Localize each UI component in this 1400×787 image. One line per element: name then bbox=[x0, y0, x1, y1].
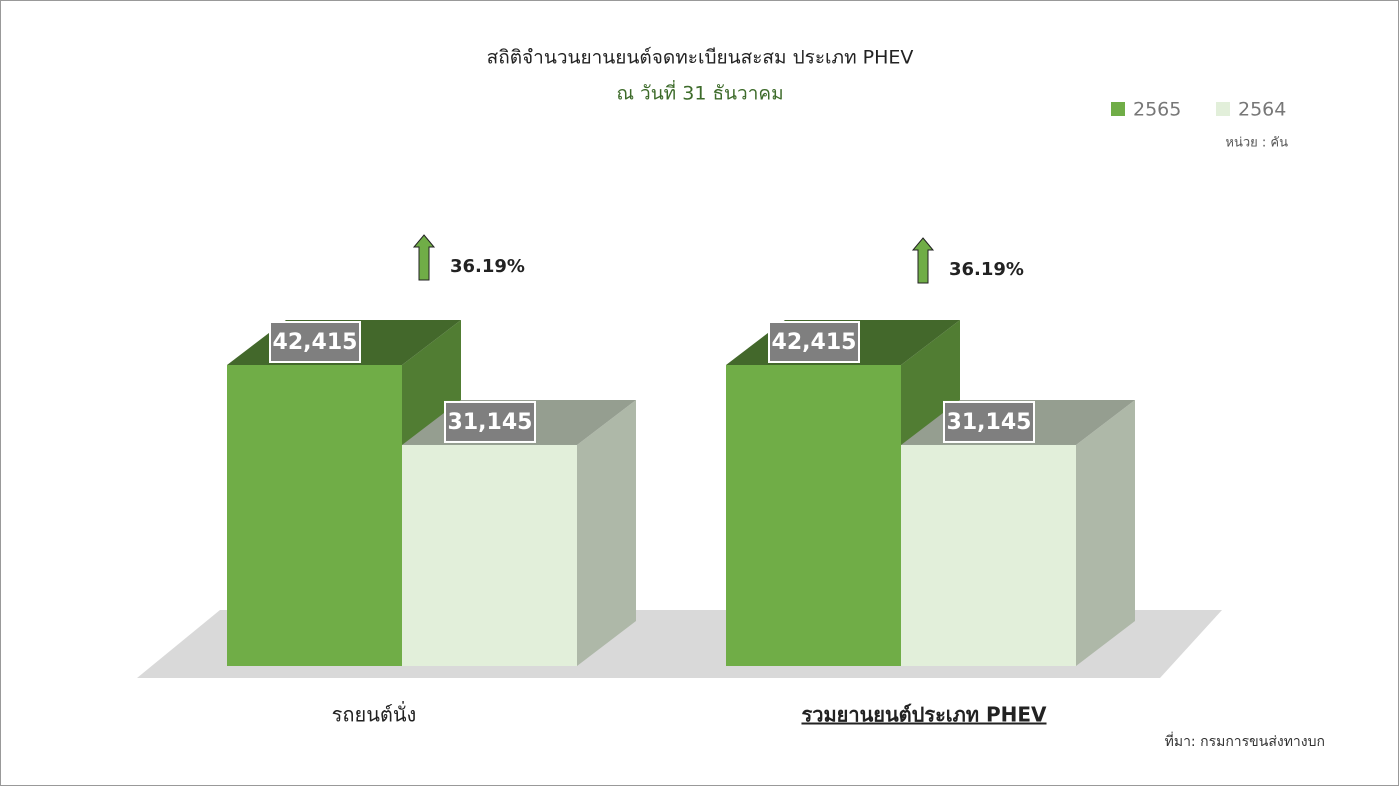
x-tick-label: รวมยานยนต์ประเภท PHEV bbox=[801, 703, 1047, 727]
chart-title: สถิติจำนวนยานยนต์จดทะเบียนสะสม ประเภท PH… bbox=[487, 47, 914, 69]
x-tick-label: รถยนต์นั่ง bbox=[332, 701, 417, 727]
value-label: 42,415 bbox=[772, 330, 857, 355]
legend-label: 2565 bbox=[1133, 99, 1181, 121]
value-label: 31,145 bbox=[947, 410, 1032, 435]
growth-label: 36.19% bbox=[949, 259, 1024, 280]
bar bbox=[227, 365, 402, 666]
chart-subtitle: ณ วันที่ 31 ธันวาคม bbox=[616, 80, 783, 105]
source-label: ที่มา: กรมการขนส่งทางบก bbox=[1165, 732, 1325, 750]
legend-swatch bbox=[1216, 102, 1230, 116]
growth-arrow bbox=[412, 234, 436, 281]
unit-label: หน่วย : คัน bbox=[1225, 136, 1288, 151]
value-label: 42,415 bbox=[273, 330, 358, 355]
legend-swatch bbox=[1111, 102, 1125, 116]
value-label-box bbox=[943, 400, 1035, 443]
bar bbox=[726, 365, 901, 666]
bar bbox=[402, 444, 577, 666]
bar-side bbox=[577, 399, 636, 666]
legend-label: 2564 bbox=[1238, 99, 1286, 121]
value-label: 31,145 bbox=[448, 410, 533, 435]
value-label-box bbox=[768, 321, 860, 363]
bar bbox=[901, 444, 1076, 666]
value-label-box bbox=[269, 321, 361, 363]
growth-arrow bbox=[911, 237, 935, 284]
value-label-box bbox=[444, 400, 536, 443]
bar-side bbox=[1076, 399, 1135, 666]
growth-label: 36.19% bbox=[450, 256, 525, 277]
